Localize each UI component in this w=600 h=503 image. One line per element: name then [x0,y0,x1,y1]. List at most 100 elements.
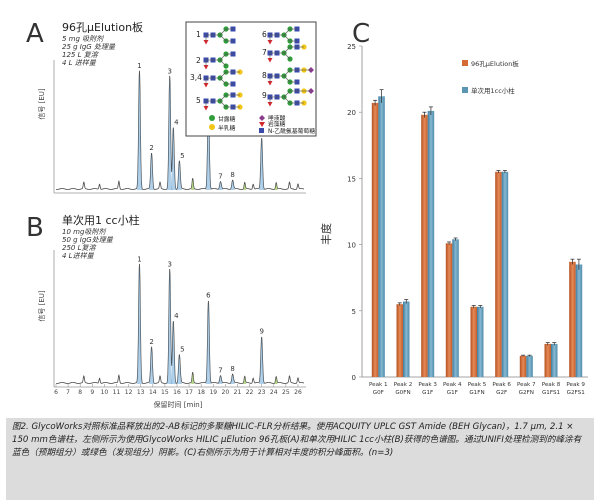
bar-category-label: Peak 3 [418,382,437,388]
chrom-peak-fill [148,347,155,384]
bar-category-label: Peak 1 [369,382,388,388]
bar-1cc-cartridge [378,96,385,378]
glycan-structures [203,26,314,111]
fucose-icon [203,40,209,45]
chrom-peak-fill [259,337,265,384]
bar-chart-ytick-label: 25 [347,43,356,51]
symbol-label: N-乙酰氨基葡萄糖 [268,127,315,135]
chrom-a-condition: 25 g IgG 处理量 [62,43,116,51]
bar-1cc-cartridge [403,301,410,377]
bar-category-label: G0FN [395,390,410,396]
chrom-found-fill [242,377,247,384]
fucose-icon [267,58,273,63]
chrom-b-xlabel: 保留时间 [min] [154,400,203,409]
chrom-peak-label: 8 [230,365,234,373]
bar-category-label: G2FN [519,390,534,396]
bar-category-label: Peak 8 [542,382,561,388]
chrom-peak-fill [170,322,176,384]
fucose-icon [267,81,273,86]
bar-elution-plate [421,114,428,378]
chrom-peak-fill [136,72,143,190]
panel-a: A 96孔μElution板 5 mg 吸附剂 25 g IgG 处理量 125… [26,19,306,194]
chrom-peak-fill [167,270,173,384]
glycan-bond [283,28,291,36]
chrom-b-condition: 10 mg吸附剂 [62,228,106,236]
glycan-bond [283,52,291,60]
chrom-xtick-label: 10 [101,389,109,396]
bar-1cc-cartridge [501,171,509,377]
bar-1cc-cartridge [575,264,583,377]
panel-b-label: B [26,213,44,243]
fucose-icon [203,106,209,111]
bar-elution-plate [445,243,453,377]
chrom-peak-label: 1 [137,255,141,263]
glycan-bond [219,100,227,108]
legend-label-elution-plate: 96孔μElution板 [471,59,519,68]
legend-swatch-elution-plate [462,60,468,66]
bar-elution-plate [495,171,502,377]
chrom-a-trace [55,70,305,190]
chrom-xtick-label: 16 [173,389,181,396]
bar-elution-plate [371,102,379,378]
bar-category-label: G1FN [469,390,484,396]
glycan-number: 3,4 [190,73,202,82]
chrom-xtick-label: 24 [270,389,278,396]
mannose-symbol-icon [209,115,215,121]
chrom-xtick-label: 11 [113,389,121,396]
glycan-number: 8 [262,71,267,80]
bar-elution-plate [470,306,477,377]
chrom-peak-fill [205,103,212,190]
bar-elution-plate [569,261,576,377]
chrom-xtick-label: 25 [282,389,290,396]
bar-category-label: Peak 9 [566,382,585,388]
bar-elution-plate [519,355,527,377]
chrom-xtick-label: 21 [234,389,242,396]
bar-1cc-cartridge [452,239,459,377]
chrom-b-condition: 4 L进样量 [62,252,95,260]
chrom-peak-label: 5 [180,152,184,160]
chrom-peak-fill [170,128,176,190]
chrom-a-ylabel: 信号 [EU] [37,88,46,120]
chrom-xtick-label: 22 [246,389,254,396]
glycan-bond [219,53,227,61]
chrom-peak-fill [217,376,224,384]
glycan-bond [283,46,291,54]
bar-elution-plate [396,304,403,377]
chrom-peak-label: 3 [167,261,171,269]
bar-category-label: G2FS1 [567,390,586,396]
glycan-bond [283,96,291,104]
glycan-number: 7 [262,48,267,57]
glycan-bond [283,34,291,42]
chrom-peak-fill [259,138,265,190]
chrom-xtick-label: 13 [137,389,145,396]
chrom-xtick-label: 19 [209,389,217,396]
bar-category-label: G2F [496,390,507,396]
panel-c: C 丰度 0 5 10 15 20 25 Peak 1 G0F Peak 2 G0FN Peak … [319,19,588,396]
chrom-peak-label: 6 [206,291,211,299]
bar-category-label: Peak 5 [468,382,487,388]
bar-category-label: G1F [447,390,458,396]
bar-category-label: Peak 6 [492,382,511,388]
chrom-b-trace [55,263,304,384]
glycan-bond [219,59,227,67]
chrom-found-fill [274,183,278,190]
chrom-peak-label: 2 [149,338,153,346]
glycan-bond [283,90,291,98]
chrom-b-condition: 250 L复溶 [62,244,96,252]
chrom-xtick-label: 8 [78,389,82,396]
bar-chart-ylabel: 丰度 [319,223,333,245]
chrom-xtick-label: 15 [161,389,169,396]
chrom-peak-label: 5 [180,346,184,354]
chrom-peak-label: 4 [174,119,179,127]
glycan-bond [219,71,227,79]
chrom-a-title: 96孔μElution板 [62,20,143,34]
panel-b: B 单次用1 cc小柱 10 mg吸附剂 50 g IgG处理量 250 L复溶… [26,213,306,409]
chrom-xtick-label: 20 [222,389,230,396]
bar-1cc-cartridge [477,306,484,377]
legend-swatch-1cc-cartridge [462,87,468,93]
bar-category-label: Peak 2 [394,382,413,388]
legend-label-1cc-cartridge: 单次用1cc小柱 [471,86,515,95]
bar-category-label: Peak 7 [517,382,536,388]
chrom-xtick-label: 23 [258,389,266,396]
bar-elution-plate [544,343,551,377]
